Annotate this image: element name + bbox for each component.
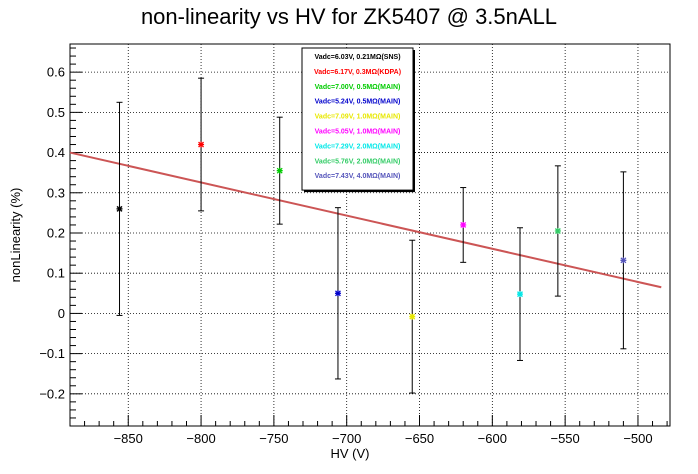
- x-tick-label: −500: [623, 431, 652, 446]
- data-point: [276, 167, 283, 174]
- x-tick-label: −650: [405, 431, 434, 446]
- y-tick-label: 0.2: [47, 225, 65, 240]
- marker-stroke: [116, 205, 123, 212]
- marker-stroke: [198, 141, 205, 148]
- x-tick-label: −850: [114, 431, 143, 446]
- y-tick-label: 0.5: [47, 105, 65, 120]
- legend-box: [301, 47, 414, 191]
- fit-line-group: [69, 151, 662, 289]
- marker-stroke: [335, 290, 341, 297]
- data-point: [460, 221, 467, 228]
- marker-stroke: [517, 291, 523, 298]
- y-tick-label: 0.1: [47, 266, 65, 281]
- x-axis-label: HV (V): [331, 446, 370, 461]
- legend-entry: Vadc=5.05V, 1.0MΩ(MAIN): [315, 129, 401, 136]
- legend: Vadc=6.03V, 0.21MΩ(SNS) Vadc=6.17V, 0.3MΩ…: [301, 47, 415, 193]
- x-tick-label: −550: [550, 431, 579, 446]
- x-tick-label: −700: [332, 431, 361, 446]
- y-tick-label: 0.3: [47, 185, 65, 200]
- marker-stroke: [554, 228, 561, 234]
- data-points: [116, 77, 627, 394]
- axis-ticks: −850 −800 −750 −700 −650 −600 −550 −500 −0.2 −0.1…: [39, 47, 668, 446]
- data-point: [409, 313, 416, 320]
- legend-entry: Vadc=5.76V, 2.0MΩ(MAIN): [315, 158, 401, 165]
- data-point: [554, 227, 561, 234]
- y-tick-label: 0.6: [47, 65, 65, 80]
- fit-line: [69, 151, 662, 289]
- y-tick-label: 0.4: [47, 145, 65, 160]
- marker-stroke: [620, 257, 627, 264]
- data-point: [116, 205, 123, 212]
- marker-stroke: [276, 167, 283, 174]
- x-tick-label: −750: [259, 431, 288, 446]
- y-tick-label: 0: [58, 306, 65, 321]
- legend-entry: Vadc=7.43V, 4.0MΩ(MAIN): [315, 173, 401, 180]
- data-point: [620, 257, 627, 264]
- chart-title: non-linearity vs HV for ZK5407 @ 3.5nALL: [140, 4, 558, 29]
- legend-entry: Vadc=5.24V, 0.5MΩ(MAIN): [315, 99, 401, 106]
- y-tick-label: −0.2: [39, 386, 65, 401]
- x-tick-label: −800: [186, 431, 215, 446]
- legend-entry: Vadc=7.09V, 1.0MΩ(MAIN): [315, 114, 401, 121]
- legend-entry: Vadc=7.00V, 0.5MΩ(MAIN): [315, 84, 401, 91]
- marker-stroke: [409, 313, 416, 320]
- data-point: [517, 291, 523, 298]
- y-tick-label: −0.1: [39, 346, 65, 361]
- legend-entry: Vadc=7.29V, 2.0MΩ(MAIN): [315, 143, 401, 150]
- data-point: [334, 290, 341, 297]
- x-tick-label: −600: [478, 431, 507, 446]
- legend-entry: Vadc=6.03V, 0.21MΩ(SNS): [314, 54, 400, 61]
- legend-entry: Vadc=6.17V, 0.3MΩ(KDPA): [314, 69, 401, 76]
- y-axis-label: nonLinearity (%): [8, 188, 23, 283]
- data-point: [198, 141, 205, 148]
- plot-frame: [69, 43, 671, 427]
- marker-stroke: [460, 221, 467, 228]
